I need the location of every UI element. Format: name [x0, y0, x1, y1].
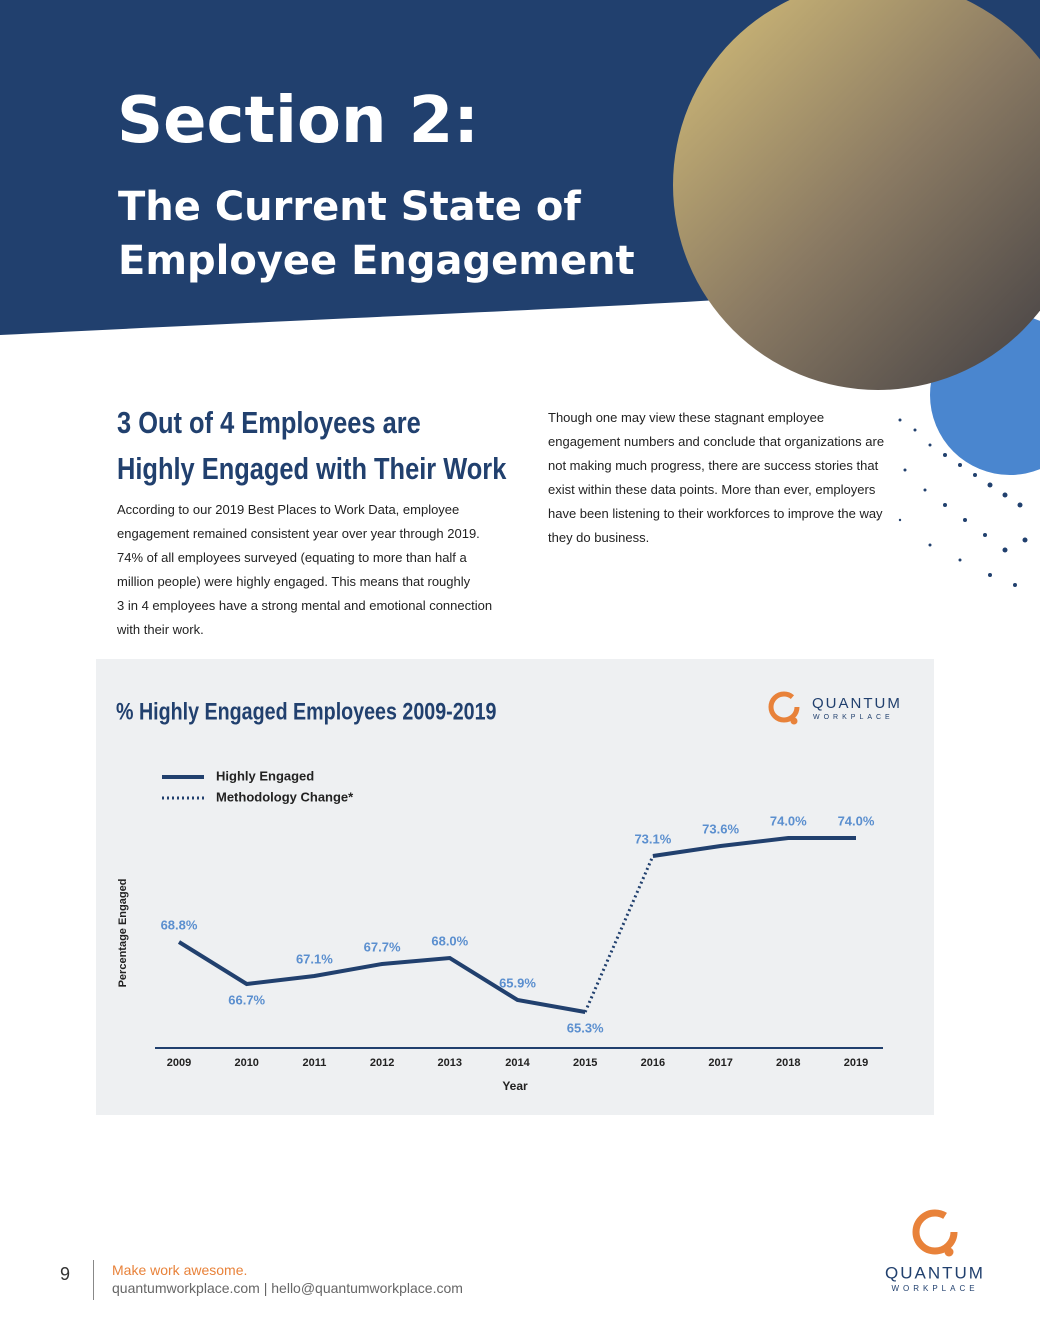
paragraph-line: have been listening to their workforces …: [548, 506, 883, 521]
photo: [673, 0, 1040, 390]
tagline: Make work awesome.: [112, 1262, 248, 1278]
x-axis-label: Year: [502, 1079, 528, 1093]
footer-logo: QUANTUM WORKPLACE: [885, 1209, 985, 1293]
x-tick-label: 2010: [234, 1057, 258, 1069]
legend-label: Methodology Change*: [216, 789, 354, 804]
paragraph-line: exist within these data points. More tha…: [548, 482, 876, 497]
logo-name: QUANTUM: [885, 1263, 985, 1282]
data-label: 73.1%: [634, 831, 671, 846]
data-label: 67.7%: [364, 939, 401, 954]
methodology-line: [583, 855, 655, 1013]
heading: 3 Out of 4 Employees are Highly Engaged …: [117, 400, 506, 492]
data-label: 68.0%: [431, 933, 468, 948]
header-art: [0, 0, 1040, 587]
title-line: Employee Engagement: [118, 238, 635, 284]
data-label: 68.8%: [161, 917, 198, 932]
x-tick-label: 2015: [573, 1057, 597, 1069]
paragraph-line: they do business.: [548, 530, 650, 545]
logo-sub: WORKPLACE: [813, 714, 894, 721]
data-label: 74.0%: [838, 813, 875, 828]
data-label: 65.9%: [499, 975, 536, 990]
x-tick-label: 2009: [167, 1057, 191, 1069]
paragraph-line: 3 in 4 employees have a strong mental an…: [117, 598, 493, 613]
logo-name: QUANTUM: [812, 695, 902, 712]
logo-ring: [768, 691, 800, 723]
dot-pattern: [898, 418, 1028, 587]
paragraph-line: million people) were highly engaged. Thi…: [117, 574, 471, 589]
data-label: 74.0%: [770, 813, 807, 828]
x-tick-label: 2012: [370, 1057, 394, 1069]
chart: % Highly Engaged Employees 2009-2019 QUAN…: [116, 691, 902, 1093]
legend-label: Highly Engaged: [216, 768, 314, 783]
heading-line: 3 Out of 4 Employees are: [117, 405, 421, 440]
x-tick-label: 2011: [302, 1057, 326, 1069]
chart-title: % Highly Engaged Employees 2009-2019: [116, 697, 496, 724]
paragraph: According to our 2019 Best Places to Wor…: [117, 498, 492, 642]
section-title: The Current State of Employee Engagement: [118, 180, 635, 288]
chart-panel: % Highly Engaged Employees 2009-2019 QUAN…: [96, 659, 934, 1115]
x-tick-label: 2018: [776, 1057, 800, 1069]
contact: quantumworkplace.com | hello@quantumwork…: [112, 1280, 463, 1296]
paragraph-line: Though one may view these stagnant emplo…: [548, 410, 825, 425]
data-label: 66.7%: [228, 992, 265, 1007]
x-tick-label: 2019: [844, 1057, 868, 1069]
paragraph-line: not making much progress, there are succ…: [548, 458, 879, 473]
title-line: The Current State of: [118, 184, 581, 230]
line: [652, 836, 856, 858]
paragraph-line: 74% of all employees surveyed (equating …: [117, 550, 467, 565]
x-tick-label: 2014: [505, 1057, 530, 1069]
logo-sub: WORKPLACE: [891, 1284, 978, 1293]
y-axis-label: Percentage Engaged: [117, 879, 129, 988]
data-label: 73.6%: [702, 821, 739, 836]
paragraph-line: engagement remained consistent year over…: [117, 526, 480, 541]
logo-ring: [912, 1209, 958, 1255]
x-tick-label: 2013: [438, 1057, 462, 1069]
logo-dot: [944, 1247, 954, 1257]
line: [177, 940, 586, 1014]
divider: [93, 1260, 94, 1300]
data-label: 67.1%: [296, 951, 333, 966]
paragraph-line: with their work.: [117, 622, 204, 637]
paragraph: Though one may view these stagnant emplo…: [548, 406, 884, 550]
heading-line: Highly Engaged with Their Work: [117, 451, 507, 486]
logo-dot: [790, 717, 798, 725]
paragraph-line: engagement numbers and conclude that org…: [548, 434, 885, 449]
x-tick-label: 2017: [708, 1057, 732, 1069]
section-label: Section 2:: [117, 84, 479, 158]
page-number: 9: [60, 1264, 71, 1284]
paragraph-line: According to our 2019 Best Places to Wor…: [117, 502, 460, 517]
data-label: 65.3%: [567, 1020, 604, 1035]
x-tick-label: 2016: [641, 1057, 665, 1069]
